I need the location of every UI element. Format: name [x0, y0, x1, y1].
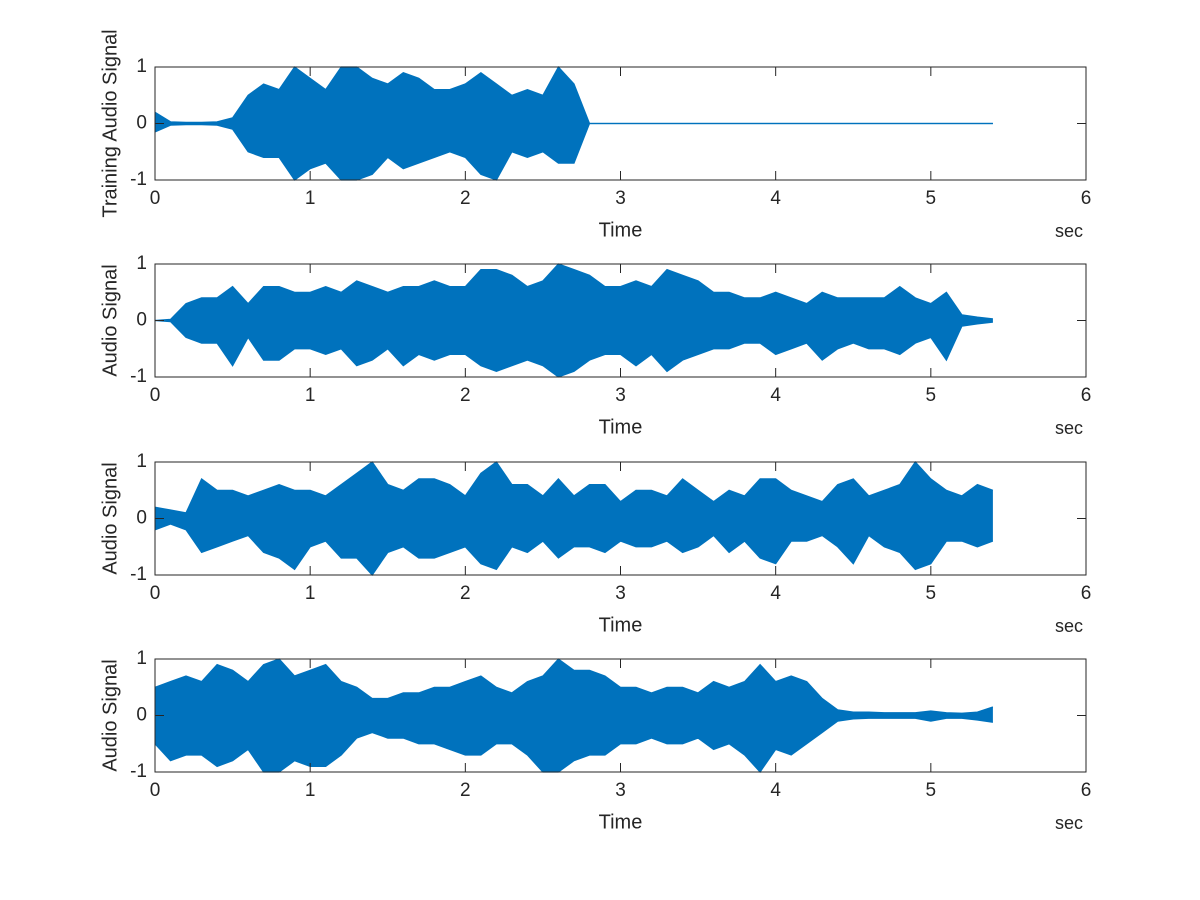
x-unit-label: sec — [1055, 221, 1083, 241]
x-tick-label: 4 — [770, 188, 781, 209]
x-tick-label: 1 — [305, 780, 316, 801]
signal-band — [155, 462, 993, 575]
signal-envelope — [154, 263, 993, 322]
y-tick-label: 1 — [136, 253, 147, 274]
y-tick-label: 1 — [136, 56, 147, 77]
x-unit-label: sec — [1055, 813, 1083, 833]
x-tick-label: 2 — [460, 385, 471, 406]
y-tick-label: -1 — [130, 564, 147, 585]
y-tick-label: 1 — [136, 451, 147, 472]
x-tick-label: 2 — [460, 583, 471, 604]
x-tick-label: 1 — [305, 583, 316, 604]
y-tick-label: 0 — [136, 113, 147, 134]
x-tick-label: 4 — [770, 780, 781, 801]
x-tick-label: 3 — [615, 385, 626, 406]
signal-envelope — [154, 461, 994, 514]
x-tick-label: 2 — [460, 780, 471, 801]
x-tick-label: 0 — [150, 780, 161, 801]
x-tick-label: 0 — [150, 385, 161, 406]
x-tick-label: 1 — [305, 385, 316, 406]
y-tick-label: -1 — [130, 169, 147, 190]
y-axis-label: Audio Signal — [99, 462, 121, 574]
x-tick-label: 2 — [460, 188, 471, 209]
y-tick-label: 0 — [136, 310, 147, 331]
x-tick-label: 5 — [926, 780, 937, 801]
x-tick-label: 3 — [615, 780, 626, 801]
x-tick-label: 3 — [615, 188, 626, 209]
x-tick-label: 0 — [150, 583, 161, 604]
x-axis-label: Time — [599, 416, 643, 438]
x-tick-label: 6 — [1081, 583, 1092, 604]
y-tick-label: -1 — [130, 366, 147, 387]
x-tick-label: 5 — [926, 583, 937, 604]
x-tick-label: 4 — [770, 385, 781, 406]
x-tick-label: 1 — [305, 188, 316, 209]
signal-envelope — [154, 523, 994, 576]
signal-band — [155, 67, 993, 180]
x-tick-label: 6 — [1081, 385, 1092, 406]
x-tick-label: 4 — [770, 583, 781, 604]
y-axis-label: Audio Signal — [99, 264, 121, 376]
x-axis-label: Time — [599, 811, 643, 833]
y-tick-label: 0 — [136, 508, 147, 529]
x-tick-label: 3 — [615, 583, 626, 604]
y-axis-label: Training Audio Signal — [99, 29, 121, 217]
signal-envelope — [154, 658, 994, 714]
signal-envelope — [154, 717, 993, 773]
x-axis-label: Time — [599, 219, 643, 241]
x-tick-label: 5 — [926, 188, 937, 209]
y-tick-label: 1 — [136, 648, 147, 669]
x-unit-label: sec — [1055, 616, 1083, 636]
signal-envelope — [154, 319, 993, 378]
y-tick-label: 0 — [136, 705, 147, 726]
x-unit-label: sec — [1055, 418, 1083, 438]
x-tick-label: 0 — [150, 188, 161, 209]
x-tick-label: 5 — [926, 385, 937, 406]
y-tick-label: -1 — [130, 761, 147, 782]
x-axis-label: Time — [599, 614, 643, 636]
signal-band — [155, 659, 993, 772]
x-tick-label: 6 — [1081, 780, 1092, 801]
y-axis-label: Audio Signal — [99, 659, 121, 771]
signal-band — [155, 264, 993, 377]
x-tick-label: 6 — [1081, 188, 1092, 209]
